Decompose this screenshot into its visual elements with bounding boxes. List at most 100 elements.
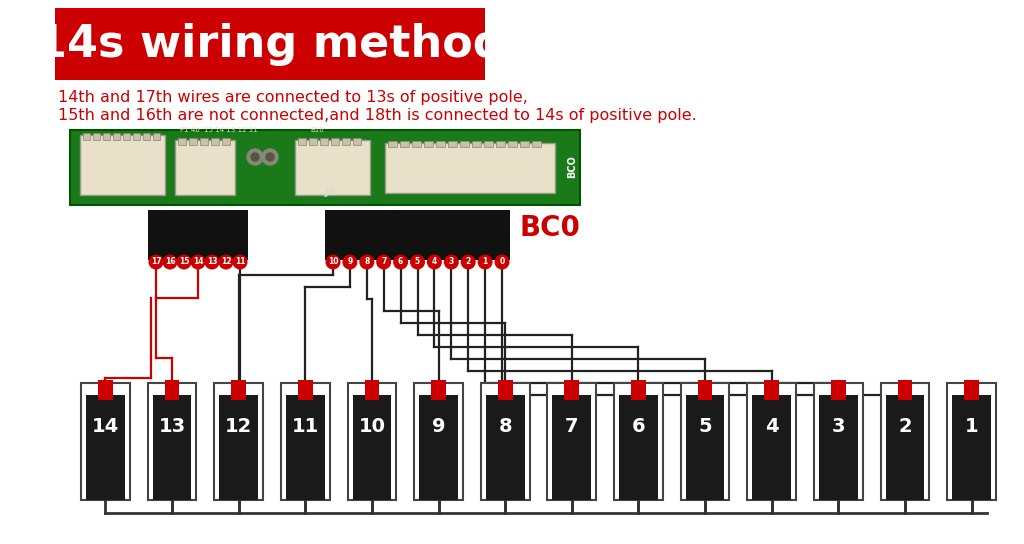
Bar <box>449 141 457 147</box>
Text: 14: 14 <box>193 257 203 267</box>
Text: 13: 13 <box>207 257 217 267</box>
Bar <box>614 383 663 500</box>
Bar <box>200 138 208 145</box>
Text: P1 4b  15 14 13 12 11: P1 4b 15 14 13 12 11 <box>180 127 258 133</box>
Text: 2: 2 <box>466 257 471 267</box>
Bar <box>620 395 657 500</box>
Bar <box>952 395 991 500</box>
Bar <box>298 380 312 400</box>
Bar <box>436 141 445 147</box>
Circle shape <box>376 255 391 269</box>
Bar <box>103 133 110 140</box>
Bar <box>631 380 646 400</box>
Text: 2: 2 <box>898 417 911 436</box>
Circle shape <box>262 149 278 165</box>
Bar <box>347 383 396 500</box>
Bar <box>947 383 996 500</box>
Bar <box>219 395 258 500</box>
Bar <box>564 380 580 400</box>
Bar <box>496 141 505 147</box>
Circle shape <box>232 255 248 269</box>
Text: 14s wiring method: 14s wiring method <box>36 22 504 65</box>
Text: J3: J3 <box>325 187 336 197</box>
Bar <box>424 141 433 147</box>
Circle shape <box>359 255 375 269</box>
Bar <box>484 141 493 147</box>
Bar <box>485 395 524 500</box>
Bar <box>153 395 191 500</box>
Text: 0: 0 <box>500 257 505 267</box>
Bar <box>222 138 230 145</box>
Bar <box>753 395 792 500</box>
Bar <box>123 133 130 140</box>
Text: 5: 5 <box>698 417 712 436</box>
Bar <box>80 135 165 195</box>
Text: 13: 13 <box>159 417 185 436</box>
Circle shape <box>461 255 476 269</box>
Bar <box>881 383 930 500</box>
Bar <box>520 141 529 147</box>
Bar <box>286 395 325 500</box>
Bar <box>831 380 846 400</box>
Bar <box>309 138 317 145</box>
Bar <box>55 8 485 80</box>
Circle shape <box>495 255 510 269</box>
Circle shape <box>410 255 425 269</box>
Text: BCO: BCO <box>567 156 577 178</box>
Circle shape <box>393 255 409 269</box>
Text: 10: 10 <box>358 417 385 436</box>
Bar <box>697 380 713 400</box>
Circle shape <box>427 255 442 269</box>
Bar <box>898 380 912 400</box>
Bar <box>86 395 125 500</box>
Bar <box>532 141 541 147</box>
Bar <box>281 383 330 500</box>
Circle shape <box>247 149 263 165</box>
Bar <box>147 383 197 500</box>
Bar <box>548 383 596 500</box>
Text: 6: 6 <box>632 417 645 436</box>
Bar <box>153 133 160 140</box>
Bar <box>98 380 113 400</box>
Bar <box>175 140 234 195</box>
Bar <box>481 383 529 500</box>
Bar <box>325 210 510 260</box>
Bar <box>764 380 779 400</box>
Text: BC0: BC0 <box>520 214 581 242</box>
Circle shape <box>443 255 459 269</box>
Bar <box>165 380 179 400</box>
Text: 16: 16 <box>165 257 175 267</box>
Bar <box>814 383 862 500</box>
Bar <box>143 133 150 140</box>
Bar <box>93 133 100 140</box>
Bar <box>748 383 796 500</box>
Text: 4: 4 <box>432 257 437 267</box>
Circle shape <box>148 255 164 269</box>
Bar <box>214 383 263 500</box>
Bar <box>388 141 397 147</box>
Text: 14: 14 <box>92 417 119 436</box>
Text: 15th and 16th are not connected,and 18th is connected to 14s of positive pole.: 15th and 16th are not connected,and 18th… <box>58 108 696 123</box>
Text: 15: 15 <box>179 257 189 267</box>
Bar <box>133 133 140 140</box>
Bar <box>400 141 409 147</box>
Bar <box>295 140 370 195</box>
Bar <box>231 380 246 400</box>
Bar <box>83 133 90 140</box>
Bar <box>189 138 197 145</box>
Text: B10: B10 <box>310 127 324 133</box>
Bar <box>508 141 517 147</box>
Text: 14th and 17th wires are connected to 13s of positive pole,: 14th and 17th wires are connected to 13s… <box>58 90 528 105</box>
Bar <box>460 141 469 147</box>
Circle shape <box>477 255 493 269</box>
Bar <box>431 380 445 400</box>
Bar <box>319 138 328 145</box>
Bar <box>681 383 729 500</box>
Bar <box>965 380 979 400</box>
Circle shape <box>266 153 274 161</box>
Bar <box>331 138 339 145</box>
Bar <box>113 133 120 140</box>
Text: 11: 11 <box>234 257 246 267</box>
Bar <box>819 395 858 500</box>
Bar <box>412 141 421 147</box>
